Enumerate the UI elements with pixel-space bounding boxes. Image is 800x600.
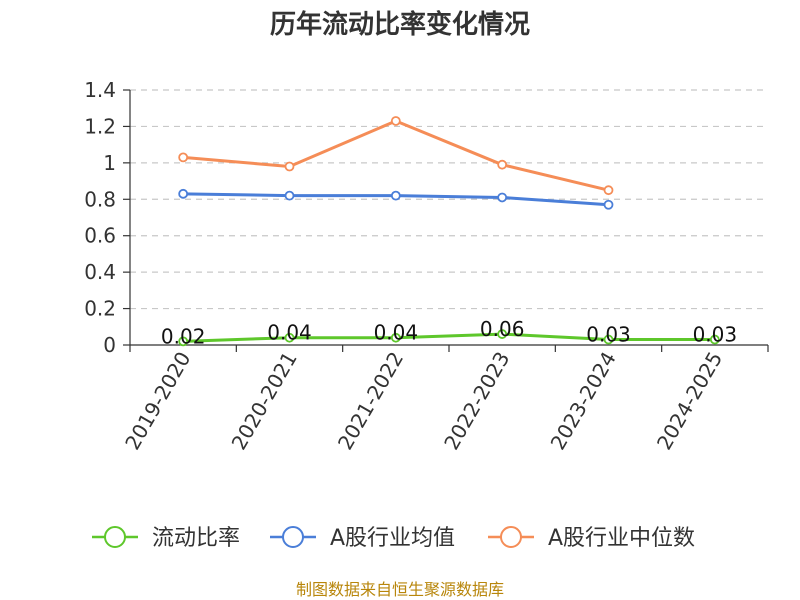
data-point xyxy=(284,161,295,172)
data-point xyxy=(390,116,401,126)
x-tick-label: 2024-2025 xyxy=(652,348,727,454)
data-point xyxy=(390,332,401,343)
y-tick-label: 1.2 xyxy=(84,114,116,138)
data-label: 0.04 xyxy=(267,321,312,345)
x-tick-label: 2021-2022 xyxy=(333,348,408,454)
grid-lines xyxy=(130,89,768,310)
series-group xyxy=(178,116,720,347)
data-label: 0.03 xyxy=(693,323,738,347)
legend-marker-3 xyxy=(500,526,522,548)
y-tick-labels: 0 0.2 0.4 0.6 0.8 1 1.2 1.4 xyxy=(84,78,116,357)
y-tick-label: 1.4 xyxy=(84,78,116,102)
legend-label-1: 流动比率 xyxy=(152,526,240,551)
y-tick-label: 0.8 xyxy=(84,187,116,211)
data-label: 0.02 xyxy=(161,324,206,348)
data-point xyxy=(284,190,295,201)
y-tick-label: 0.4 xyxy=(84,260,116,284)
legend-label-3: A股行业中位数 xyxy=(548,526,695,551)
data-point xyxy=(603,199,614,210)
axes xyxy=(123,89,769,352)
data-point xyxy=(178,336,189,347)
source-note: 制图数据来自恒生聚源数据库 xyxy=(296,580,504,599)
x-tick-label: 2023-2024 xyxy=(546,348,621,454)
series-line-3 xyxy=(183,119,609,192)
series-line-1 xyxy=(183,332,715,343)
x-tick-label: 2020-2021 xyxy=(227,348,302,454)
data-label: 0.04 xyxy=(374,321,419,345)
data-point xyxy=(178,188,189,199)
y-tick-label: 0.6 xyxy=(84,224,116,248)
data-point xyxy=(497,159,508,170)
data-point xyxy=(603,185,614,196)
data-point xyxy=(497,192,508,203)
data-label: 0.06 xyxy=(480,317,525,341)
data-point xyxy=(709,334,720,345)
legend-label-2: A股行业均值 xyxy=(330,526,455,551)
data-point xyxy=(497,329,508,339)
legend-marker-1 xyxy=(104,526,126,548)
data-labels: 0.02 0.04 0.04 0.06 0.03 0.03 xyxy=(161,317,737,348)
data-label: 0.03 xyxy=(586,323,631,347)
chart-title: 历年流动比率变化情况 xyxy=(270,9,530,40)
legend: 流动比率 A股行业均值 A股行业中位数 xyxy=(92,526,695,551)
legend-marker-2 xyxy=(282,526,304,548)
y-tick-label: 0.2 xyxy=(84,297,116,321)
data-point xyxy=(178,152,189,163)
x-tick-labels: 2019-2020 2020-2021 2021-2022 2022-2023 2023… xyxy=(120,347,727,453)
y-tick-label: 1 xyxy=(103,151,116,175)
x-tick-label: 2019-2020 xyxy=(120,348,195,454)
y-tick-label: 0 xyxy=(103,333,116,357)
x-tick-label: 2022-2023 xyxy=(439,347,514,453)
data-point xyxy=(284,332,295,343)
data-point xyxy=(603,334,614,345)
data-point xyxy=(390,190,401,201)
